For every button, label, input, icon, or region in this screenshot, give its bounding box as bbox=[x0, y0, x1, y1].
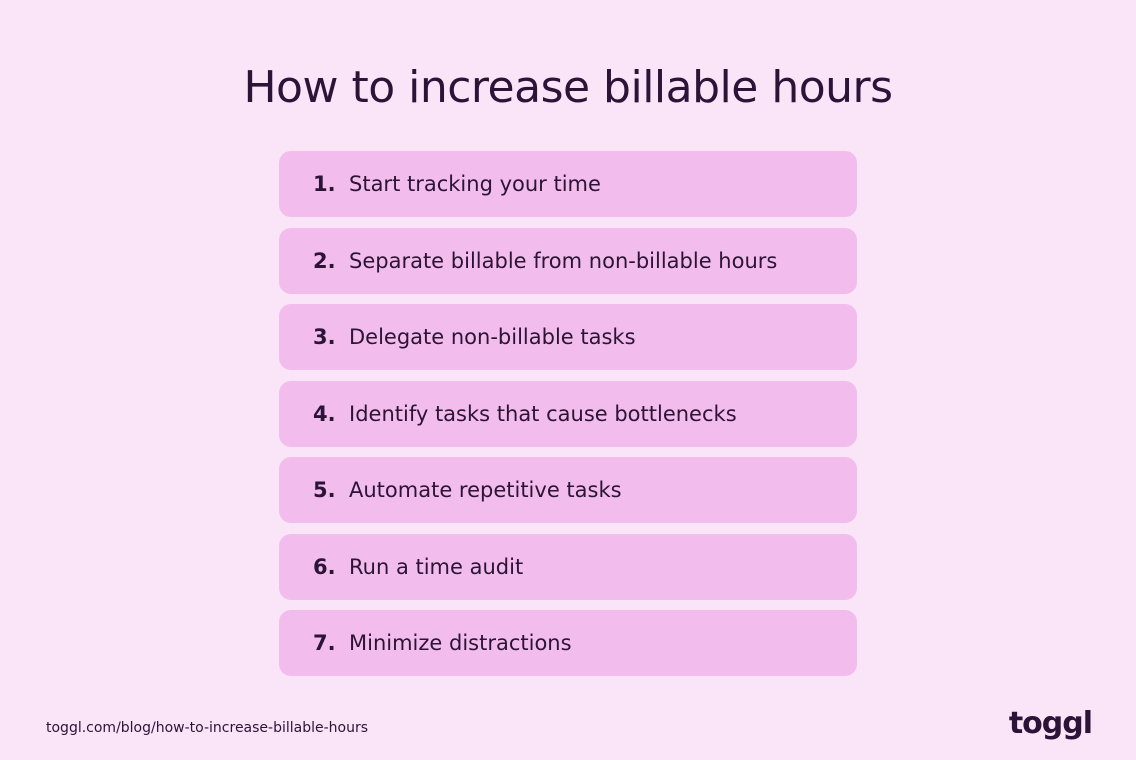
item-text: Delegate non-billable tasks bbox=[349, 325, 636, 349]
item-number: 6. bbox=[313, 554, 336, 579]
item-text: Start tracking your time bbox=[349, 172, 601, 196]
item-text: Run a time audit bbox=[349, 554, 524, 579]
item-number: 2. bbox=[313, 248, 336, 273]
item-number: 1. bbox=[313, 172, 336, 196]
item-number: 5. bbox=[313, 478, 336, 502]
item-text: Minimize distractions bbox=[349, 631, 572, 655]
footer-url: toggl.com/blog/how-to-increase-billable-… bbox=[46, 720, 369, 736]
list-item: 6. Run a time audit bbox=[279, 533, 857, 600]
item-text: Automate repetitive tasks bbox=[349, 478, 622, 502]
item-text: Separate billable from non-billable hour… bbox=[349, 248, 778, 273]
list: 1. Start tracking your time 2. Separate bil… bbox=[279, 151, 857, 687]
item-number: 3. bbox=[313, 325, 336, 349]
list-item: 2. Separate billable from non-billable ho… bbox=[279, 227, 857, 294]
list-item: 5. Automate repetitive tasks bbox=[279, 457, 857, 523]
item-number: 4. bbox=[313, 401, 336, 426]
list-item: 1. Start tracking your time bbox=[279, 151, 857, 217]
item-number: 7. bbox=[313, 631, 336, 655]
list-item: 4. Identify tasks that cause bottlenecks bbox=[279, 380, 857, 447]
item-text: Identify tasks that cause bottlenecks bbox=[349, 401, 737, 426]
list-item: 3. Delegate non-billable tasks bbox=[279, 304, 857, 370]
title: How to increase billable hours bbox=[243, 62, 893, 113]
list-item: 7. Minimize distractions bbox=[279, 610, 857, 676]
logo: toggl bbox=[1008, 706, 1093, 741]
